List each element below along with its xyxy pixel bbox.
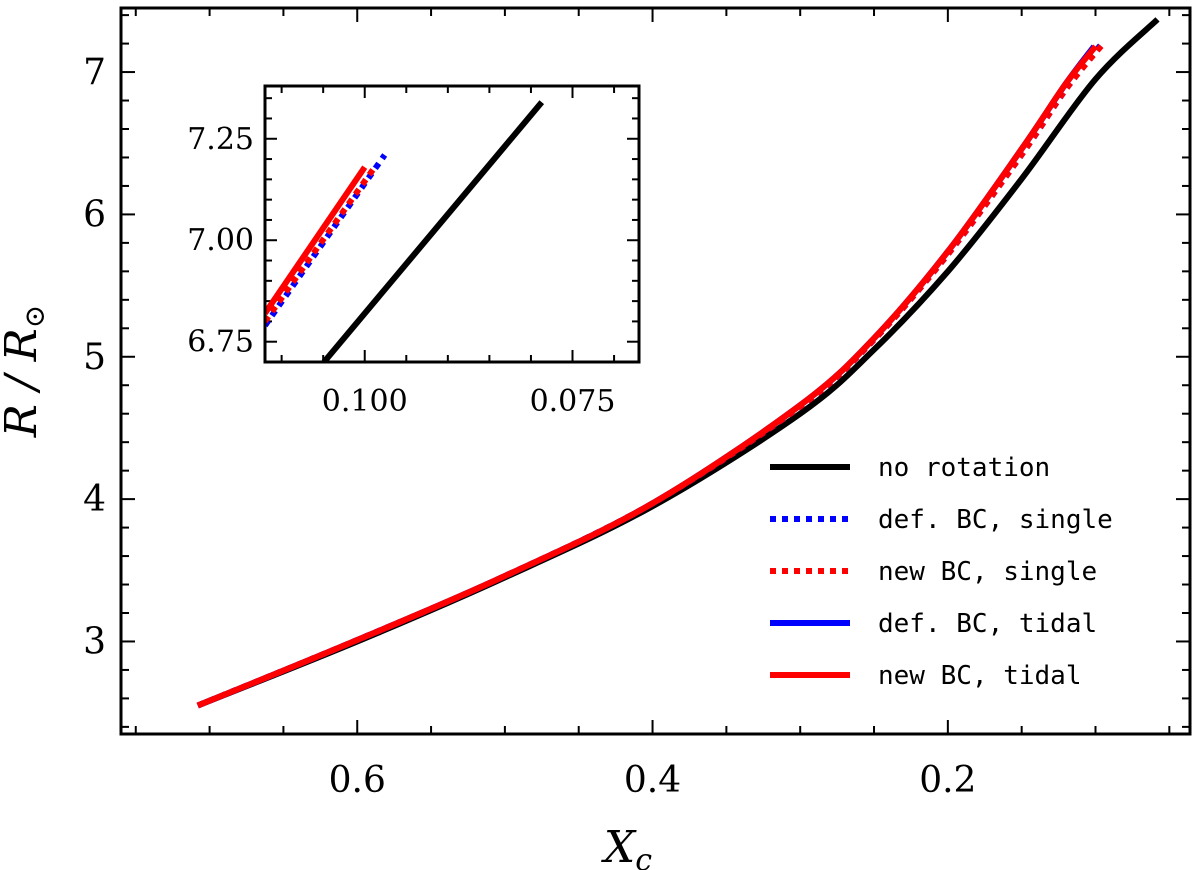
- x-axis-label: Xc: [601, 822, 652, 870]
- y-tick-label: 3: [83, 621, 106, 662]
- x-tick-label: 0.2: [919, 760, 976, 801]
- legend-label-new-bc-tidal: new BC, tidal: [878, 661, 1082, 691]
- y-tick-label: 4: [83, 479, 106, 520]
- y-axis-label: R / R⊙: [0, 305, 51, 439]
- inset-plot-frame: [263, 84, 641, 364]
- main-series-group: [196, 17, 1160, 709]
- inset-y-tick-label: 7.25: [187, 122, 254, 157]
- inset-x-tick-label: 0.075: [530, 384, 616, 419]
- series-line-new-bc-tidal: [196, 44, 1098, 709]
- inset-series-line-new-bc-tidal: [265, 165, 368, 315]
- legend-label-no-rotation: no rotation: [878, 453, 1050, 483]
- x-tick-label: 0.4: [624, 760, 681, 801]
- main-tick-labels: 0.6 0.4 0.2 3 4 5 6 7: [83, 52, 976, 801]
- y-tick-label: 6: [83, 194, 106, 235]
- main-plot-frame: [119, 6, 1192, 736]
- y-tick-label: 5: [83, 337, 106, 378]
- legend-label-def-bc-tidal: def. BC, tidal: [878, 609, 1097, 639]
- x-tick-label: 0.6: [329, 760, 386, 801]
- inset-x-tick-label: 0.100: [322, 384, 408, 419]
- inset-series-line-no-rotation: [321, 100, 545, 362]
- y-tick-label: 7: [83, 52, 106, 93]
- legend-label-def-bc-single: def. BC, single: [878, 505, 1113, 535]
- inset-tick-labels: 0.100 0.075 6.75 7.00 7.25: [187, 122, 615, 419]
- inset-background: [265, 86, 639, 362]
- inset-y-tick-label: 6.75: [187, 325, 254, 360]
- inset-series-group: [265, 100, 545, 362]
- legend-label-new-bc-single: new BC, single: [878, 557, 1097, 587]
- inset-y-tick-label: 7.00: [187, 223, 254, 258]
- legend: no rotation def. BC, single new BC, single…: [770, 453, 1113, 691]
- inset-series-line-new-bc-single: [265, 165, 378, 324]
